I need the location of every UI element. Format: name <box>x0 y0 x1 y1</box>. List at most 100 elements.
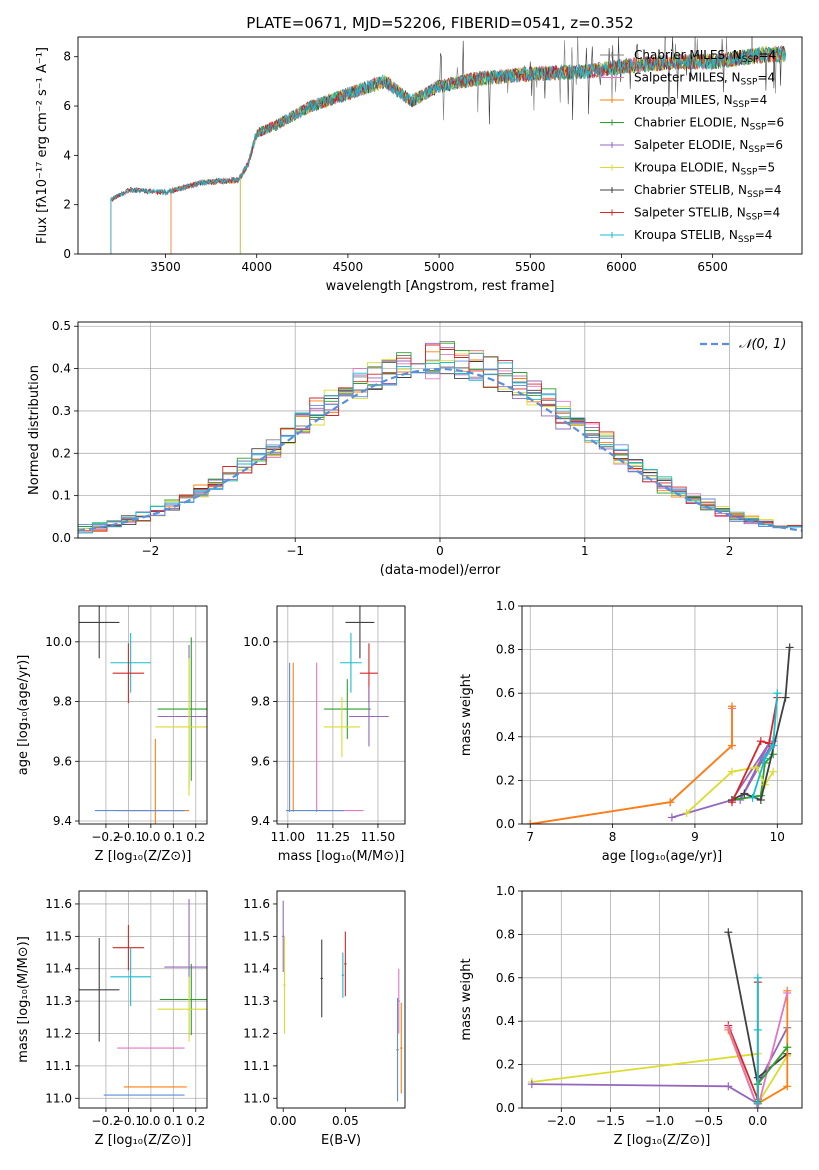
x-tick-label: −2 <box>142 544 160 558</box>
axes-frame <box>78 890 208 1109</box>
x-tick-label: 4000 <box>241 260 272 274</box>
y-tick-label: 11.3 <box>243 994 270 1008</box>
legend-label: Salpeter STELIB, NSSP=4 <box>634 206 780 223</box>
y-tick-label: 9.6 <box>251 754 270 768</box>
x-tick-label: −1 <box>286 544 304 558</box>
x-tick-label: 0 <box>436 544 444 558</box>
axes-frame <box>521 890 803 1109</box>
x-tick-label: 0.0 <box>141 830 160 844</box>
x-tick-label: 9 <box>691 830 699 844</box>
y-tick-label: 11.5 <box>45 929 72 943</box>
histogram-step <box>78 344 802 532</box>
legend-tail: =5 <box>757 161 775 175</box>
weight-line <box>530 708 733 824</box>
x-tick-label: 11.00 <box>271 830 305 844</box>
y-tick-label: 11.4 <box>243 962 270 976</box>
x-axis-label: wavelength [Angstrom, rest frame] <box>326 279 555 294</box>
legend-label: Kroupa ELODIE, NSSP=5 <box>634 161 775 178</box>
spectrum-line <box>110 46 786 254</box>
legend-sub: SSP <box>747 190 764 200</box>
x-tick-label: −1.0 <box>645 1114 674 1128</box>
panel-spectrum: 3500 4000 4500 5000 5500 6000 6500 0 2 4 6 8 wavelen… <box>35 36 803 294</box>
y-tick-label: 9.4 <box>251 814 270 828</box>
legend-label: Kroupa MILES, NSSP=4 <box>634 93 767 110</box>
x-tick-label: −0.1 <box>114 1114 143 1128</box>
axes-frame <box>276 890 406 1109</box>
plot-area-age-vs-Z <box>79 606 207 824</box>
y-tick-label: 0.0 <box>496 817 515 831</box>
x-tick-label: 6500 <box>697 260 728 274</box>
y-tick-label: 11.1 <box>45 1059 72 1073</box>
y-tick-label: 11.6 <box>243 897 270 911</box>
y-tick-label: 0.2 <box>496 773 515 787</box>
y-tick-label: 11.5 <box>243 929 270 943</box>
y-tick-label: 0.6 <box>496 686 515 700</box>
y-tick-label: 0.6 <box>496 971 515 985</box>
panel-weight-vs-age: 7 8 9 10 0.0 0.2 0.4 0.6 0.8 1.0 age [log₁₀(age/yr… <box>459 599 803 864</box>
x-tick-label: 10 <box>770 830 785 844</box>
legend-sub: SSP <box>741 168 758 178</box>
figure-title: PLATE=0671, MJD=52206, FIBERID=0541, z=0… <box>246 14 633 32</box>
y-tick-label: 0.4 <box>496 1014 515 1028</box>
y-axis-label: Normed distribution <box>27 365 42 495</box>
y-tick-label: 0.8 <box>496 643 515 657</box>
y-tick-label: 11.3 <box>45 994 72 1008</box>
legend-tail: =4 <box>764 183 782 197</box>
y-axis-label: mass weight <box>459 958 474 1040</box>
plot-area-residuals <box>78 340 802 534</box>
legend-tail: =4 <box>757 71 775 85</box>
x-tick-label: −2.0 <box>547 1114 576 1128</box>
y-tick-label: 8 <box>63 50 71 64</box>
legend-label: Salpeter ELODIE, NSSP=6 <box>634 138 783 155</box>
legend-sub: SSP <box>733 100 750 110</box>
y-tick-label: 11.0 <box>45 1091 72 1105</box>
x-tick-label: −0.5 <box>694 1114 723 1128</box>
legend-sub: SSP <box>748 145 765 155</box>
legend-label: 𝒩(0, 1) <box>739 337 786 352</box>
x-tick-label: −0.1 <box>114 830 143 844</box>
x-tick-label: 0.2 <box>186 830 205 844</box>
x-axis-label: mass [log₁₀(M/M⊙)] <box>278 849 405 864</box>
legend-sub: SSP <box>750 123 767 133</box>
panel-mass-vs-EBV: 0.00 0.05 11.0 11.1 11.2 11.3 11.4 11.5 11.6 E(B-… <box>243 890 406 1148</box>
legend-tail: =6 <box>765 138 783 152</box>
x-tick-label: 4500 <box>333 260 364 274</box>
y-tick-label: 10.0 <box>243 635 270 649</box>
y-tick-label: 11.2 <box>45 1027 72 1041</box>
x-axis-label: age [log₁₀(age/yr)] <box>602 849 723 864</box>
x-tick-label: 5000 <box>424 260 455 274</box>
y-tick-label: 9.8 <box>53 695 72 709</box>
legend-sub: SSP <box>742 55 759 65</box>
legend-label: Chabrier STELIB, NSSP=4 <box>634 183 782 200</box>
y-tick-label: 0 <box>63 247 71 261</box>
y-tick-label: 11.6 <box>45 897 72 911</box>
y-tick-label: 0.4 <box>52 362 71 376</box>
y-tick-label: 4 <box>63 148 71 162</box>
x-axis-label: E(B-V) <box>321 1133 361 1148</box>
x-tick-label: 7 <box>526 830 534 844</box>
panels: 3500 4000 4500 5000 5500 6000 6500 0 2 4 6 8 wavelen… <box>16 36 803 1148</box>
plot-area-weight-vs-age <box>526 643 794 824</box>
y-tick-label: 11.2 <box>243 1027 270 1041</box>
legend-label: Kroupa STELIB, NSSP=4 <box>634 228 772 245</box>
legend-label: Chabrier MILES, NSSP=4 <box>634 48 776 65</box>
y-tick-label: 0.5 <box>52 319 71 333</box>
x-tick-label: −1.5 <box>596 1114 625 1128</box>
legend-label: Chabrier ELODIE, NSSP=6 <box>634 116 784 133</box>
x-tick-label: 0.1 <box>164 830 183 844</box>
x-tick-label: 1 <box>581 544 589 558</box>
y-tick-label: 0.4 <box>496 730 515 744</box>
y-axis-label: mass [log₁₀(M/M⊙)] <box>16 936 31 1063</box>
legend-tail: =4 <box>750 93 768 107</box>
axes-frame <box>78 605 208 825</box>
y-tick-label: 9.4 <box>53 814 72 828</box>
spectrum-line <box>110 46 786 254</box>
y-tick-label: 0.3 <box>52 404 71 418</box>
normal-curve <box>78 367 802 532</box>
x-tick-label: 2 <box>726 544 734 558</box>
x-tick-label: 0.05 <box>332 1114 359 1128</box>
x-tick-label: 0.1 <box>164 1114 183 1128</box>
legend-tail: =4 <box>759 48 777 62</box>
panel-residuals: −2 −1 0 1 2 0.0 0.1 0.2 0.3 0.4 0.5 (data-model)/er… <box>27 319 803 578</box>
